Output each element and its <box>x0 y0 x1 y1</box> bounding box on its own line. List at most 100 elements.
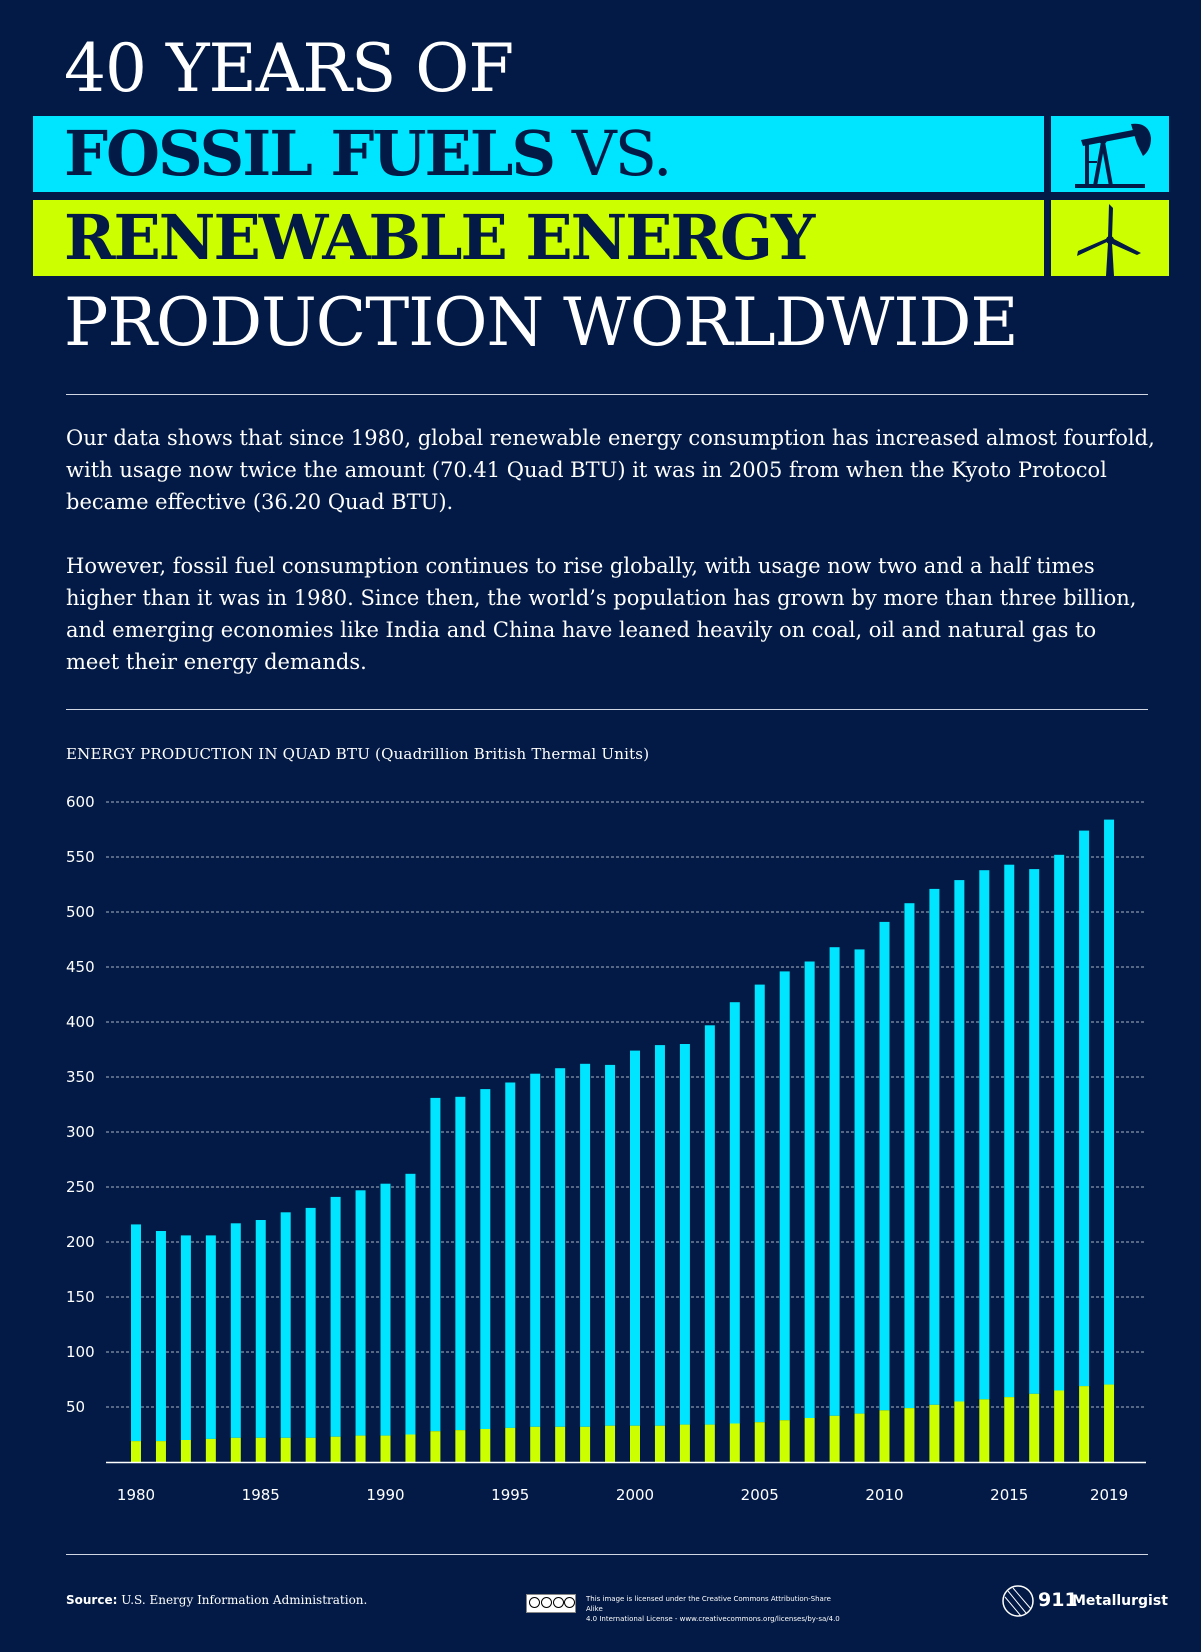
bar-renewable-1993 <box>455 1430 466 1462</box>
bar-fossil-1991 <box>405 1173 416 1435</box>
bar-renewable-2008 <box>829 1415 840 1462</box>
bar-renewable-1998 <box>580 1426 591 1462</box>
title-fossil-fuels: FOSSIL FUELS <box>64 117 556 190</box>
title-line-1: 40 YEARS OF <box>64 30 514 107</box>
y-tick-label-400: 400 <box>66 1013 95 1031</box>
bar-fossil-2007 <box>804 961 815 1418</box>
bar-fossil-2018 <box>1079 830 1090 1387</box>
bar-fossil-2016 <box>1029 869 1040 1394</box>
bar-renewable-1989 <box>355 1435 366 1462</box>
fossil-fuels-banner: FOSSIL FUELS VS. <box>33 116 1044 192</box>
bar-renewable-2004 <box>729 1423 740 1462</box>
bar-renewable-1994 <box>480 1429 491 1462</box>
x-tick-label-2010: 2010 <box>865 1486 903 1504</box>
bar-fossil-2011 <box>904 903 915 1409</box>
bar-fossil-2004 <box>729 1002 740 1424</box>
x-tick-label-1995: 1995 <box>491 1486 529 1504</box>
y-tick-label-200: 200 <box>66 1233 95 1251</box>
title-vs: VS. <box>554 117 673 190</box>
bar-fossil-2000 <box>630 1050 640 1426</box>
bar-fossil-1980 <box>131 1224 141 1442</box>
bar-fossil-2013 <box>954 880 965 1402</box>
bar-renewable-1981 <box>155 1441 166 1462</box>
license-text: This image is licensed under the Creativ… <box>586 1594 846 1624</box>
bar-fossil-2012 <box>929 888 940 1405</box>
bar-fossil-1987 <box>305 1207 316 1438</box>
logo-number: 911 <box>1038 1589 1078 1611</box>
bar-renewable-2013 <box>954 1401 965 1462</box>
source-note: Source: U.S. Energy Information Administ… <box>66 1593 367 1607</box>
bar-renewable-1987 <box>305 1437 316 1462</box>
bar-fossil-1997 <box>555 1068 566 1427</box>
divider-top <box>66 394 1148 395</box>
bar-fossil-1984 <box>230 1223 241 1438</box>
y-tick-label-150: 150 <box>66 1288 95 1306</box>
bar-fossil-2006 <box>779 971 790 1421</box>
bar-renewable-1997 <box>555 1426 566 1462</box>
bar-renewable-1984 <box>230 1437 241 1462</box>
bar-renewable-2001 <box>654 1425 665 1462</box>
bar-fossil-1983 <box>205 1235 216 1439</box>
bar-fossil-1994 <box>480 1089 491 1429</box>
bar-renewable-2003 <box>704 1424 715 1462</box>
bar-renewable-2009 <box>854 1413 865 1462</box>
bar-fossil-2002 <box>679 1044 690 1425</box>
y-tick-label-100: 100 <box>66 1343 95 1361</box>
bar-renewable-2002 <box>679 1424 690 1462</box>
y-tick-label-550: 550 <box>66 848 95 866</box>
y-tick-label-250: 250 <box>66 1178 95 1196</box>
title-line-4: PRODUCTION WORLDWIDE <box>64 284 1019 361</box>
title-line-2: FOSSIL FUELS VS. <box>64 117 673 190</box>
title-line-3: RENEWABLE ENERGY <box>64 201 815 274</box>
logo-name: Metallurgist <box>1072 1593 1168 1609</box>
bar-renewable-2006 <box>779 1420 790 1462</box>
x-tick-label-2015: 2015 <box>990 1486 1028 1504</box>
bar-renewable-2017 <box>1054 1390 1065 1462</box>
bar-renewable-1986 <box>280 1437 291 1462</box>
bar-renewable-2012 <box>929 1404 940 1462</box>
bar-renewable-1983 <box>205 1438 216 1462</box>
oil-pump-jack-icon <box>1051 116 1169 192</box>
source-label: Source: <box>66 1593 118 1607</box>
bar-renewable-1991 <box>405 1434 416 1462</box>
bar-fossil-2010 <box>879 921 890 1411</box>
bar-fossil-1985 <box>255 1220 266 1438</box>
y-tick-label-350: 350 <box>66 1068 95 1086</box>
license-line-1: This image is licensed under the Creativ… <box>586 1595 831 1613</box>
source-text: U.S. Energy Information Administration. <box>117 1593 368 1607</box>
bar-renewable-2005 <box>754 1422 765 1462</box>
bar-fossil-1986 <box>280 1212 291 1438</box>
bar-fossil-2009 <box>854 949 865 1414</box>
x-tick-label-2019: 2019 <box>1090 1486 1128 1504</box>
bar-renewable-1995 <box>505 1427 516 1462</box>
bar-renewable-2007 <box>804 1418 815 1462</box>
globe-logo-icon <box>1002 1585 1034 1617</box>
x-tick-label-1985: 1985 <box>242 1486 280 1504</box>
bar-renewable-2014 <box>979 1399 990 1462</box>
divider-bottom <box>66 1554 1148 1555</box>
bar-fossil-1982 <box>180 1235 191 1440</box>
bar-renewable-2000 <box>630 1425 640 1462</box>
intro-paragraph-2: However, fossil fuel consumption continu… <box>66 554 1137 674</box>
bar-fossil-1988 <box>330 1196 341 1437</box>
bar-renewable-1992 <box>430 1431 441 1462</box>
bar-fossil-2003 <box>704 1025 715 1425</box>
bar-fossil-1993 <box>455 1096 466 1431</box>
y-tick-label-600: 600 <box>66 793 95 811</box>
bar-fossil-1989 <box>355 1190 366 1436</box>
bar-fossil-2015 <box>1004 864 1015 1398</box>
bar-fossil-1998 <box>580 1063 591 1427</box>
bar-fossil-2017 <box>1054 854 1065 1391</box>
bar-fossil-1992 <box>430 1097 441 1432</box>
bar-renewable-1982 <box>180 1440 191 1462</box>
wind-turbine-icon <box>1051 200 1169 276</box>
bar-renewable-2011 <box>904 1408 915 1462</box>
bar-fossil-1996 <box>530 1073 541 1427</box>
bar-renewable-2016 <box>1029 1393 1040 1462</box>
bar-renewable-1988 <box>330 1436 341 1462</box>
bar-fossil-1990 <box>380 1183 391 1436</box>
bar-renewable-1980 <box>131 1441 141 1462</box>
energy-production-chart: 50 100 150 200 250 300 350 400 450 500 550 600 1980 1… <box>66 793 1146 1504</box>
x-tick-label-1980: 1980 <box>117 1486 155 1504</box>
bar-fossil-2001 <box>654 1045 665 1426</box>
